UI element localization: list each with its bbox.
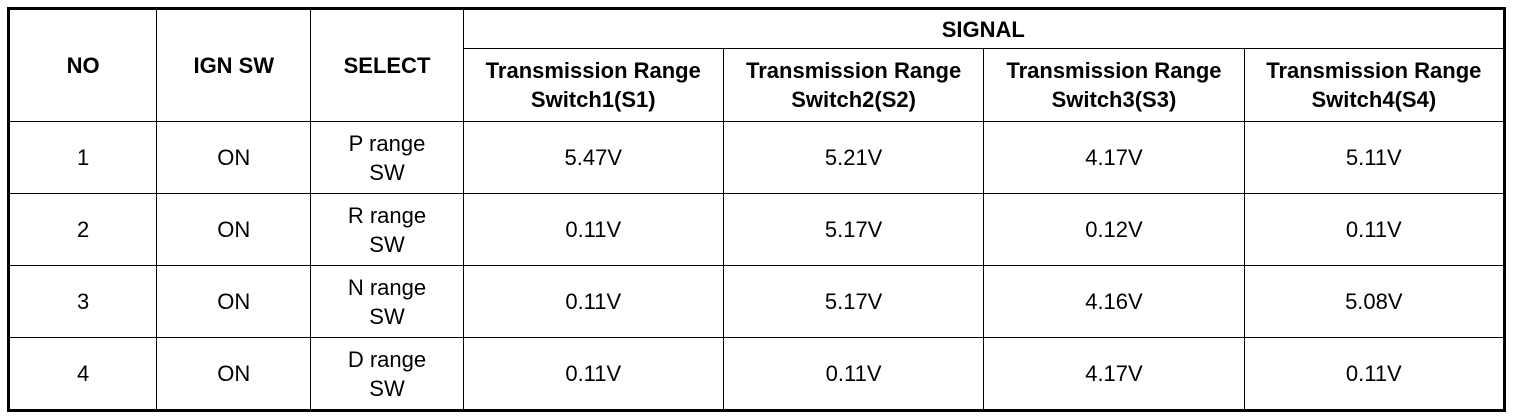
header-switch-2-line1: Transmission Range [746, 58, 962, 83]
cell-ign-sw: ON [156, 193, 312, 266]
cell-ign-sw: ON [156, 337, 312, 411]
cell-select: D range SW [310, 337, 464, 411]
cell-s4: 0.11V [1243, 193, 1506, 266]
header-row-top: NO IGN SW SELECT SIGNAL [7, 8, 1506, 122]
cell-select-line1: P range [348, 130, 426, 156]
header-switch-3-line2: Switch3(S3) [1051, 87, 1177, 112]
cell-select: P range SW [310, 121, 464, 194]
header-switch-3: Transmission Range Switch3(S3) [983, 48, 1245, 122]
cell-select-line2: SW [369, 375, 405, 401]
table-row: 4 ON D range SW 0.11V 0.11V 4.17V 0.11V [7, 337, 1506, 411]
cell-s3: 4.17V [983, 121, 1245, 194]
cell-s1: 0.11V [462, 337, 724, 411]
cell-select: R range SW [310, 193, 464, 266]
cell-select-line2: SW [369, 231, 405, 257]
cell-no: 1 [7, 121, 158, 194]
cell-s2: 5.17V [722, 265, 985, 338]
cell-s1: 0.11V [462, 193, 724, 266]
header-signal: SIGNAL [462, 8, 1506, 49]
header-select: SELECT [310, 8, 464, 122]
header-switch-1: Transmission Range Switch1(S1) [462, 48, 724, 122]
cell-select-line1: N range [347, 274, 427, 300]
cell-ign-sw: ON [156, 121, 312, 194]
cell-s4: 5.08V [1243, 265, 1506, 338]
cell-s3: 4.17V [983, 337, 1245, 411]
header-switch-4-line1: Transmission Range [1266, 58, 1482, 83]
cell-s1: 5.47V [462, 121, 724, 194]
table-row: 3 ON N range SW 0.11V 5.17V 4.16V 5.08V [7, 265, 1506, 338]
cell-s1: 0.11V [462, 265, 724, 338]
header-switch-4: Transmission Range Switch4(S4) [1243, 48, 1506, 122]
cell-no: 3 [7, 265, 158, 338]
cell-s2: 5.17V [722, 193, 985, 266]
table-row: 2 ON R range SW 0.11V 5.17V 0.12V 0.11V [7, 193, 1506, 266]
cell-select-line2: SW [369, 303, 405, 329]
cell-no: 2 [7, 193, 158, 266]
header-switch-4-line2: Switch4(S4) [1311, 87, 1437, 112]
header-switch-1-line1: Transmission Range [485, 58, 701, 83]
cell-s2: 0.11V [722, 337, 985, 411]
header-row-sub: Transmission Range Switch1(S1) Transmiss… [9, 48, 1506, 122]
cell-s3: 0.12V [983, 193, 1245, 266]
header-switch-2: Transmission Range Switch2(S2) [722, 48, 985, 122]
cell-select-line2: SW [369, 159, 405, 185]
cell-s2: 5.21V [722, 121, 985, 194]
cell-s4: 5.11V [1243, 121, 1506, 194]
cell-select: N range SW [310, 265, 464, 338]
header-switch-2-line2: Switch2(S2) [791, 87, 916, 112]
cell-s4: 0.11V [1243, 337, 1506, 411]
header-switch-3-line1: Transmission Range [1006, 58, 1222, 83]
cell-s3: 4.16V [983, 265, 1245, 338]
signal-table: NO IGN SW SELECT SIGNAL Transmission Ran… [7, 7, 1506, 412]
header-ign-sw: IGN SW [156, 8, 312, 122]
cell-select-line1: D range [347, 346, 427, 372]
cell-select-line1: R range [347, 202, 427, 228]
header-switch-1-line2: Switch1(S1) [530, 87, 656, 112]
cell-no: 4 [7, 337, 158, 411]
cell-ign-sw: ON [156, 265, 312, 338]
table-row: 1 ON P range SW 5.47V 5.21V 4.17V 5.11V [7, 121, 1506, 194]
header-no: NO [7, 8, 158, 122]
